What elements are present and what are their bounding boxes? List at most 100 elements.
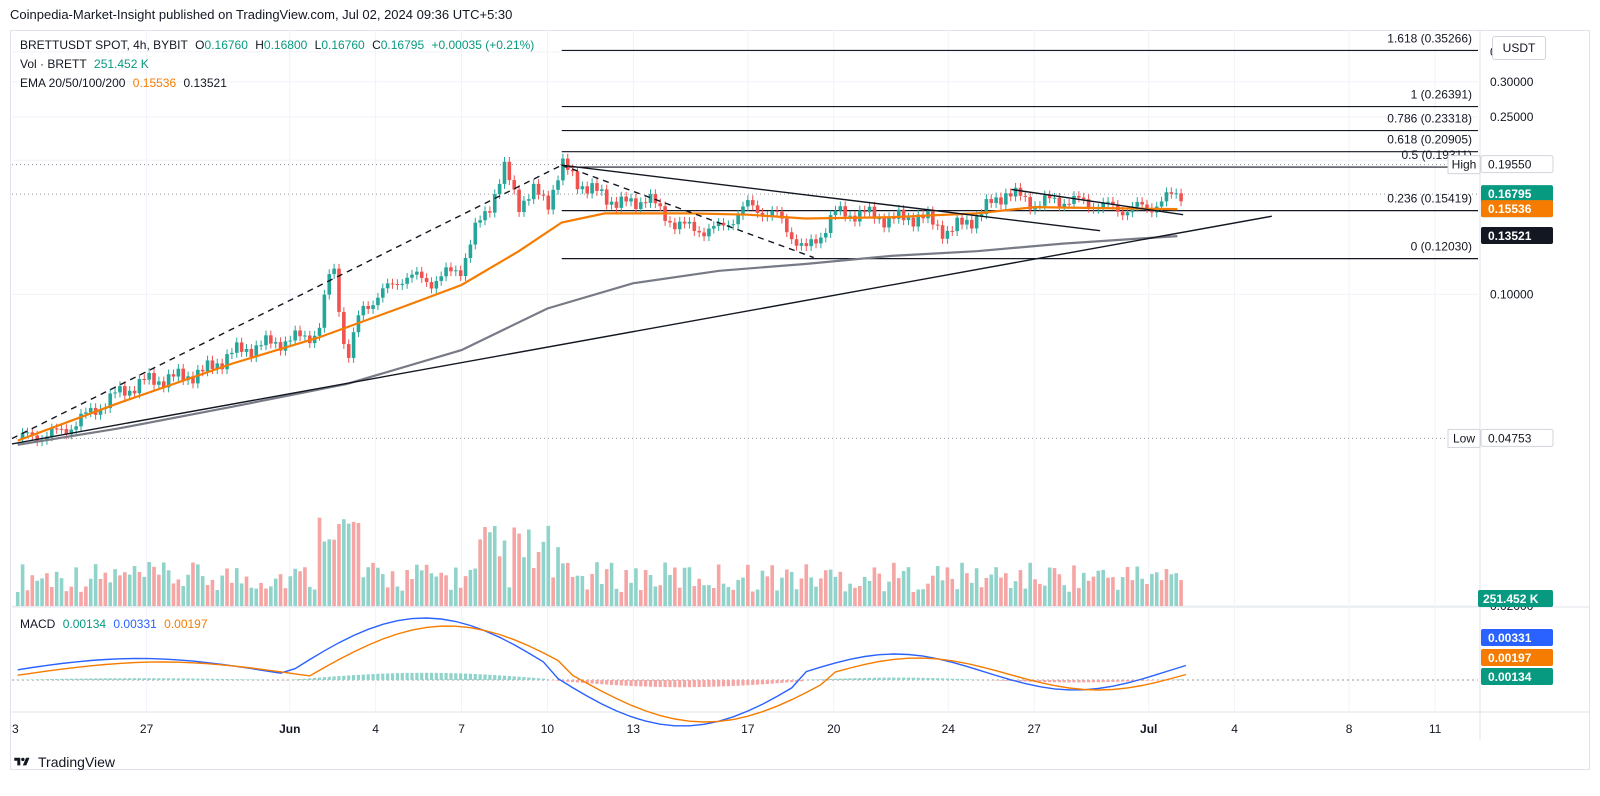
volume-bar [974, 568, 979, 606]
macd-histogram-bar [137, 678, 142, 680]
volume-bar [629, 582, 633, 606]
volume-bar [1008, 588, 1013, 606]
candle-body [108, 393, 113, 409]
macd-histogram-bar [376, 673, 380, 680]
ema-value-2: 0.13521 [183, 76, 227, 90]
volume-bar [580, 576, 585, 606]
fib-level-label: 1.618 (0.35266) [1387, 31, 1472, 45]
high-value: 0.16800 [263, 38, 308, 52]
candle-body [838, 206, 843, 211]
candle-body [205, 360, 210, 372]
volume-bar [575, 575, 580, 606]
candle-body [497, 183, 502, 195]
price-tag-label-box [1447, 428, 1481, 448]
macd-histogram-bar [35, 679, 39, 680]
volume-bar [624, 570, 628, 606]
volume-bar [1174, 573, 1179, 606]
volume-bar [483, 527, 487, 606]
macd-histogram-bar [1018, 680, 1023, 682]
currency-button[interactable]: USDT [1492, 36, 1546, 60]
macd-histogram-bar [877, 677, 881, 680]
volume-bar [54, 571, 59, 606]
candle-body [741, 206, 745, 216]
macd-histogram-bar [614, 680, 619, 686]
macd-histogram-bar [142, 678, 146, 680]
volume-bar [444, 575, 448, 606]
macd-label[interactable]: MACD [20, 617, 56, 631]
volume-bar [892, 562, 896, 606]
macd-histogram-bar [468, 673, 473, 680]
volume-bar [84, 586, 88, 606]
candle-body [731, 224, 736, 226]
volume-bar [332, 539, 336, 606]
candle-body [88, 407, 93, 413]
macd-histogram-bar [541, 678, 546, 680]
candle-body [648, 194, 653, 203]
open-label: O [195, 38, 205, 52]
volume-bar [45, 573, 49, 606]
candle-body [239, 342, 244, 352]
candle-body [814, 239, 818, 244]
volume-bar [273, 578, 278, 606]
macd-histogram-bar [556, 680, 560, 681]
volume-bar [604, 569, 609, 606]
macd-histogram-bar [425, 672, 429, 680]
price-tag-value: 0.15536 [1488, 202, 1532, 216]
macd-histogram-bar [366, 674, 370, 680]
candle-body [366, 305, 370, 309]
macd-histogram-bar [303, 678, 307, 680]
candle-body [371, 305, 375, 309]
ema-label[interactable]: EMA 20/50/100/200 [20, 76, 126, 90]
candle-body [823, 232, 828, 238]
candle-body [979, 214, 984, 217]
volume-bar [556, 547, 560, 606]
macd-histogram-bar [906, 677, 911, 680]
macd-histogram-bar [1150, 680, 1154, 681]
candle-body [858, 210, 862, 222]
volume-bar [570, 576, 575, 606]
open-value: 0.16760 [204, 38, 248, 52]
macd-histogram-bar [186, 678, 190, 680]
symbol-label[interactable]: BRETTUSDT SPOT, 4h, BYBIT [20, 38, 188, 52]
candle-body [376, 297, 380, 306]
candle-body [950, 230, 955, 232]
macd-histogram-bar [863, 677, 867, 680]
candle-body [30, 432, 35, 436]
candle-body [157, 381, 161, 385]
candle-body [273, 342, 278, 344]
x-tick-label: 8 [1346, 722, 1353, 736]
volume-bar [1125, 566, 1130, 606]
candle-body [877, 218, 882, 220]
candle-body [1125, 212, 1130, 216]
candle-body [492, 194, 497, 213]
candle-body [64, 429, 69, 435]
candles [20, 153, 1183, 447]
candle-body [1047, 195, 1052, 199]
volume-bar [999, 577, 1003, 606]
x-tick-label: 13 [627, 722, 641, 736]
candle-body [444, 267, 448, 277]
volume-bar [731, 589, 736, 606]
macd-histogram-bar [999, 680, 1003, 681]
macd-histogram-bar [755, 680, 760, 685]
volume-bar [673, 567, 677, 606]
chart-frame[interactable] [10, 30, 1590, 770]
candle-body [1145, 204, 1149, 209]
volume-bar [638, 590, 643, 606]
macd-histogram-bar [317, 677, 322, 680]
macd-signal-value: 0.00197 [164, 617, 208, 631]
candle-body [570, 169, 575, 172]
candle-body [590, 183, 594, 194]
macd-histogram-bar [682, 680, 687, 688]
candle-body [293, 330, 297, 341]
macd-tag-box [1481, 629, 1553, 646]
macd-histogram-bar [629, 680, 633, 686]
volume-bar [371, 562, 375, 606]
volume-label[interactable]: Vol · BRETT [20, 57, 87, 71]
volume-bar [93, 564, 98, 606]
candle-body [249, 348, 254, 358]
macd-histogram-bar [84, 678, 88, 680]
volume-bar [142, 576, 147, 606]
macd-histogram-bar [128, 678, 132, 680]
